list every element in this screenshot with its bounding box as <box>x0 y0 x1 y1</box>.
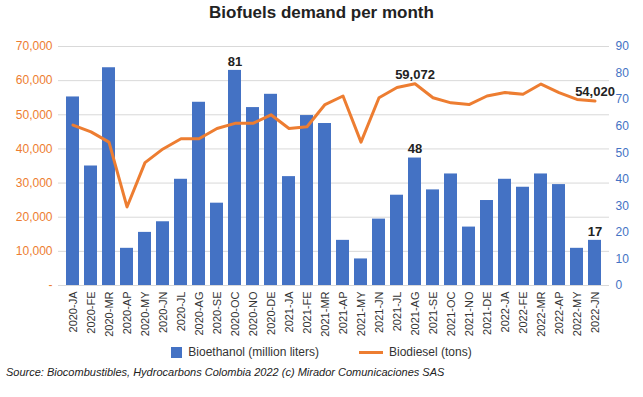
svg-text:40,000: 40,000 <box>16 142 53 156</box>
svg-text:2020-SE: 2020-SE <box>211 292 223 335</box>
svg-text:2021-SE: 2021-SE <box>427 292 439 335</box>
svg-text:2021-DE: 2021-DE <box>481 292 493 335</box>
svg-text:2020-FE: 2020-FE <box>85 292 97 334</box>
svg-text:30,000: 30,000 <box>16 176 53 190</box>
svg-text:90: 90 <box>616 39 630 53</box>
svg-text:2020-JN: 2020-JN <box>157 291 169 333</box>
html-text:Source: Biocombustibles, Hydro: Source: Biocombustibles, Hydrocarbons Co… <box>6 366 445 378</box>
svg-text:2021-JA: 2021-JA <box>283 291 295 333</box>
svg-text:20,000: 20,000 <box>16 210 53 224</box>
svg-text:2020-NO: 2020-NO <box>247 291 259 336</box>
svg-text:2022-AP: 2022-AP <box>553 292 565 335</box>
svg-text:80: 80 <box>616 66 630 80</box>
svg-text:2021-AG: 2021-AG <box>409 292 421 336</box>
svg-text:2020-JA: 2020-JA <box>67 291 79 333</box>
svg-text:2022-JA: 2022-JA <box>499 291 511 333</box>
svg-text:2020-MY: 2020-MY <box>139 291 151 336</box>
svg-text:48: 48 <box>408 141 422 156</box>
svg-text:2020-OC: 2020-OC <box>229 291 241 336</box>
svg-text:2022-JN: 2022-JN <box>589 291 601 333</box>
svg-text:10,000: 10,000 <box>16 244 53 258</box>
svg-text:2022-MY: 2022-MY <box>571 291 583 336</box>
svg-text:2022-FE: 2022-FE <box>517 292 529 334</box>
svg-text:50: 50 <box>616 146 630 160</box>
html-text:Biodiesel (tons): Biodiesel (tons) <box>389 345 472 359</box>
svg-text:2021-NO: 2021-NO <box>463 291 475 336</box>
svg-text:2020-JL: 2020-JL <box>175 292 187 332</box>
svg-text:2021-JN: 2021-JN <box>373 291 385 333</box>
svg-text:-: - <box>49 278 53 292</box>
svg-text:2020-AG: 2020-AG <box>193 292 205 336</box>
svg-text:59,072: 59,072 <box>395 67 435 82</box>
svg-text:54,020: 54,020 <box>575 84 615 99</box>
svg-text:81: 81 <box>228 54 242 69</box>
svg-text:60,000: 60,000 <box>16 73 53 87</box>
svg-text:50,000: 50,000 <box>16 108 53 122</box>
svg-text:60: 60 <box>616 119 630 133</box>
svg-text:70: 70 <box>616 92 630 106</box>
svg-text:2020-DE: 2020-DE <box>265 292 277 335</box>
svg-text:20: 20 <box>616 225 630 239</box>
svg-text:40: 40 <box>616 172 630 186</box>
svg-text:10: 10 <box>616 252 630 266</box>
svg-text:2021-FE: 2021-FE <box>301 292 313 334</box>
svg-text:2021-AP: 2021-AP <box>337 292 349 335</box>
svg-text:17: 17 <box>588 224 602 239</box>
svg-text:2020-AP: 2020-AP <box>121 292 133 335</box>
svg-text:0: 0 <box>616 278 623 292</box>
svg-text:2021-MY: 2021-MY <box>355 291 367 336</box>
svg-text:30: 30 <box>616 199 630 213</box>
svg-text:2020-MR: 2020-MR <box>103 291 115 336</box>
html-text:Bioethanol (million liters): Bioethanol (million liters) <box>188 345 319 359</box>
html-text:Biofuels demand per month: Biofuels demand per month <box>209 3 434 22</box>
svg-text:70,000: 70,000 <box>16 39 53 53</box>
svg-text:2021-MR: 2021-MR <box>319 291 331 336</box>
svg-text:2022-MR: 2022-MR <box>535 291 547 336</box>
svg-text:2021-JL: 2021-JL <box>391 292 403 332</box>
svg-text:2021-OC: 2021-OC <box>445 291 457 336</box>
